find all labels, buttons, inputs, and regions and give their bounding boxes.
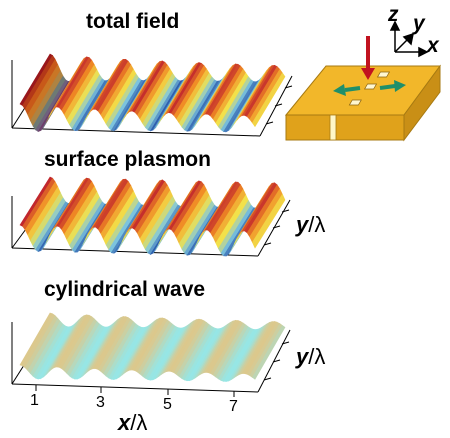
y-axis-label-panel2: y/λ [296,212,326,237]
surface-strip [251,324,286,380]
inset-axis-y-label: y [413,12,425,35]
x-ticks [35,385,235,397]
plasmon-arrows [333,80,406,96]
surface-strip [252,193,286,249]
x-tick-label: 5 [163,396,172,413]
total-field-surface [19,53,286,133]
x-tick-label: 1 [30,392,39,409]
x-tick-label: 3 [96,394,105,411]
surface-strip [252,72,286,128]
inset-plate [284,64,441,142]
inset-axes [389,20,429,58]
x-tick-label: 7 [229,398,238,415]
panel-title-total-field: total field [86,10,180,33]
incident-arrow [361,36,375,80]
cylindrical-wave-surface [19,312,286,382]
x-axis-label: x/λ [118,410,148,435]
panel-title-cylindrical-wave: cylindrical wave [44,278,206,301]
inset-axis-z-label: z [388,3,399,26]
surface-plasmon-surface [19,176,286,257]
inset-axis-x-label: x [427,34,439,57]
panel-title-surface-plasmon: surface plasmon [44,148,211,171]
depth-ticks [263,85,293,381]
y-axis-label-panel3: y/λ [296,344,326,369]
